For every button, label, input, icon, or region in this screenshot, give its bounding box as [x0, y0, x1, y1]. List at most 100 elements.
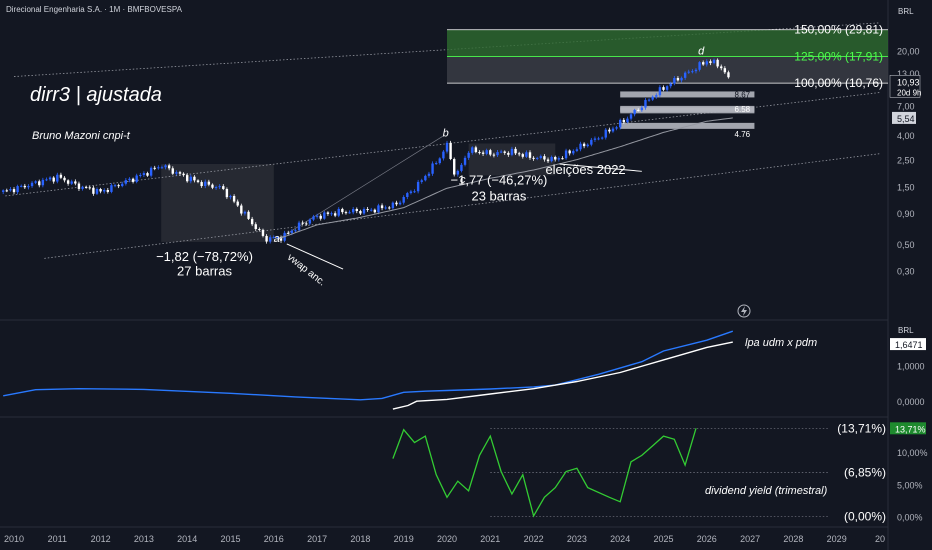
candle-body — [45, 179, 48, 181]
candle-body — [676, 77, 680, 81]
candle-body — [546, 159, 550, 162]
lpa-currency-label: BRL — [898, 326, 914, 335]
candle-body — [84, 187, 88, 189]
candle-body — [319, 215, 322, 219]
vwap-tag: 5,54 — [897, 114, 915, 124]
candle-body — [261, 229, 265, 236]
candle-body — [532, 157, 535, 159]
dy-tick: 10,00% — [897, 448, 928, 458]
year-tick: 2019 — [394, 534, 414, 544]
candle-body — [619, 119, 622, 128]
support-label: 8.67 — [735, 90, 751, 99]
candle-body — [99, 189, 102, 192]
candle-body — [139, 174, 142, 176]
candle-body — [434, 163, 438, 165]
candle-body — [709, 61, 712, 64]
candle-body — [727, 72, 730, 78]
author-label: Bruno Mazoni cnpi-t — [32, 130, 130, 142]
candle-body — [294, 230, 297, 232]
candle-body — [341, 208, 344, 213]
candle-body — [449, 142, 452, 160]
candle-body — [81, 187, 84, 189]
year-tick: 2013 — [134, 534, 154, 544]
wave-label-a: a — [274, 233, 280, 245]
candle-body — [561, 158, 564, 160]
candle-body — [582, 143, 586, 147]
candle-body — [146, 173, 149, 176]
candle-body — [550, 156, 553, 162]
candle-body — [287, 232, 290, 234]
candle-body — [110, 185, 113, 192]
candle-body — [38, 181, 41, 186]
dy-tick: 5,00% — [897, 480, 923, 490]
price-tick: 0,50 — [897, 240, 915, 250]
candle-body — [554, 156, 557, 160]
candle-body — [460, 164, 463, 171]
candle-body — [402, 197, 405, 203]
wave-label-c: c — [460, 174, 466, 186]
year-tick: 2017 — [307, 534, 327, 544]
dy-line — [392, 428, 697, 518]
year-tick: 2027 — [740, 534, 760, 544]
candle-body — [128, 178, 131, 181]
year-tick: 2014 — [177, 534, 197, 544]
candle-body — [330, 213, 333, 215]
dy-level-label: (6,85%) — [844, 465, 886, 479]
candle-body — [121, 183, 124, 187]
candle-body — [373, 209, 377, 213]
candle-body — [442, 151, 445, 159]
candle-body — [124, 180, 128, 184]
candle-body — [200, 182, 203, 187]
candle-body — [214, 187, 218, 189]
support-bar — [620, 91, 755, 98]
candle-body — [600, 137, 604, 139]
candle-body — [305, 223, 308, 225]
candle-body — [23, 185, 27, 188]
candle-body — [254, 224, 257, 230]
year-tick: 2016 — [264, 534, 284, 544]
candle-body — [312, 216, 315, 220]
fib-label: 150,00% (29,81) — [794, 23, 883, 37]
candle-body — [557, 158, 561, 160]
candle-body — [629, 114, 633, 119]
dy-level-label: (0,00%) — [844, 510, 886, 524]
price-tick: 4,00 — [897, 131, 915, 141]
candle-body — [250, 218, 254, 225]
candle-body — [348, 212, 351, 214]
candle-body — [424, 175, 427, 181]
year-tick: 2023 — [567, 534, 587, 544]
election-arrow — [559, 163, 642, 172]
candle-body — [658, 87, 662, 96]
candle-body — [604, 129, 607, 138]
candle-body — [633, 109, 636, 115]
candle-body — [297, 222, 301, 231]
price-tick: 0,30 — [897, 267, 915, 277]
candle-body — [218, 186, 221, 188]
candle-body — [525, 152, 528, 157]
candle-body — [528, 152, 532, 158]
candle-body — [117, 185, 120, 187]
candle-body — [149, 167, 153, 176]
candle-body — [222, 186, 225, 189]
candle-body — [171, 168, 174, 174]
candle-body — [456, 170, 460, 175]
candle-body — [301, 222, 304, 224]
candle-body — [351, 208, 355, 213]
candle-body — [34, 181, 37, 183]
candle-body — [590, 139, 593, 145]
candle-body — [193, 176, 196, 181]
pdm-line — [392, 341, 733, 410]
year-tick: 2015 — [220, 534, 240, 544]
dy-label: dividend yield (trimestral) — [705, 485, 828, 497]
candle-body — [568, 150, 571, 154]
candle-body — [243, 211, 247, 214]
candle-body — [492, 154, 496, 156]
support-bar — [620, 105, 755, 112]
candle-body — [651, 96, 654, 100]
candle-body — [485, 150, 488, 154]
countdown-tag: 20d 9h — [897, 88, 921, 97]
year-tick: 2022 — [524, 534, 544, 544]
candle-body — [27, 186, 30, 188]
candle-body — [615, 127, 618, 129]
